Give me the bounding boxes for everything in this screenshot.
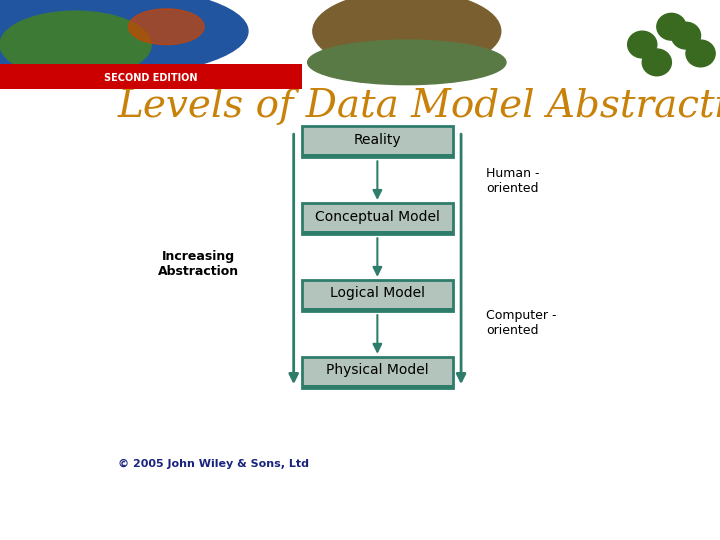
Text: Levels of Data Model Abstraction: Levels of Data Model Abstraction (118, 87, 720, 125)
Ellipse shape (128, 9, 204, 45)
FancyBboxPatch shape (302, 126, 453, 157)
Text: SECOND EDITION: SECOND EDITION (104, 72, 198, 83)
Bar (302, 308, 453, 311)
Text: Increasing
Abstraction: Increasing Abstraction (158, 251, 239, 279)
Text: Physical Model: Physical Model (326, 363, 428, 377)
Circle shape (628, 31, 657, 58)
Circle shape (0, 0, 248, 78)
Text: © 2005 John Wiley & Sons, Ltd: © 2005 John Wiley & Sons, Ltd (118, 459, 309, 469)
Text: Computer -
oriented: Computer - oriented (486, 308, 557, 336)
Circle shape (642, 49, 672, 76)
Bar (302, 154, 453, 157)
Ellipse shape (307, 40, 506, 85)
Circle shape (686, 40, 715, 67)
Bar (302, 385, 453, 388)
FancyBboxPatch shape (302, 280, 453, 311)
Bar (302, 231, 453, 234)
Circle shape (671, 22, 701, 49)
Text: Reality: Reality (354, 133, 401, 147)
Ellipse shape (0, 11, 151, 78)
FancyBboxPatch shape (302, 203, 453, 234)
Bar (0, 64, 302, 89)
FancyBboxPatch shape (302, 357, 453, 388)
Ellipse shape (312, 0, 501, 71)
Text: Human -
oriented: Human - oriented (486, 167, 540, 195)
Circle shape (657, 14, 686, 40)
Text: Conceptual Model: Conceptual Model (315, 210, 440, 224)
Text: Logical Model: Logical Model (330, 287, 425, 300)
